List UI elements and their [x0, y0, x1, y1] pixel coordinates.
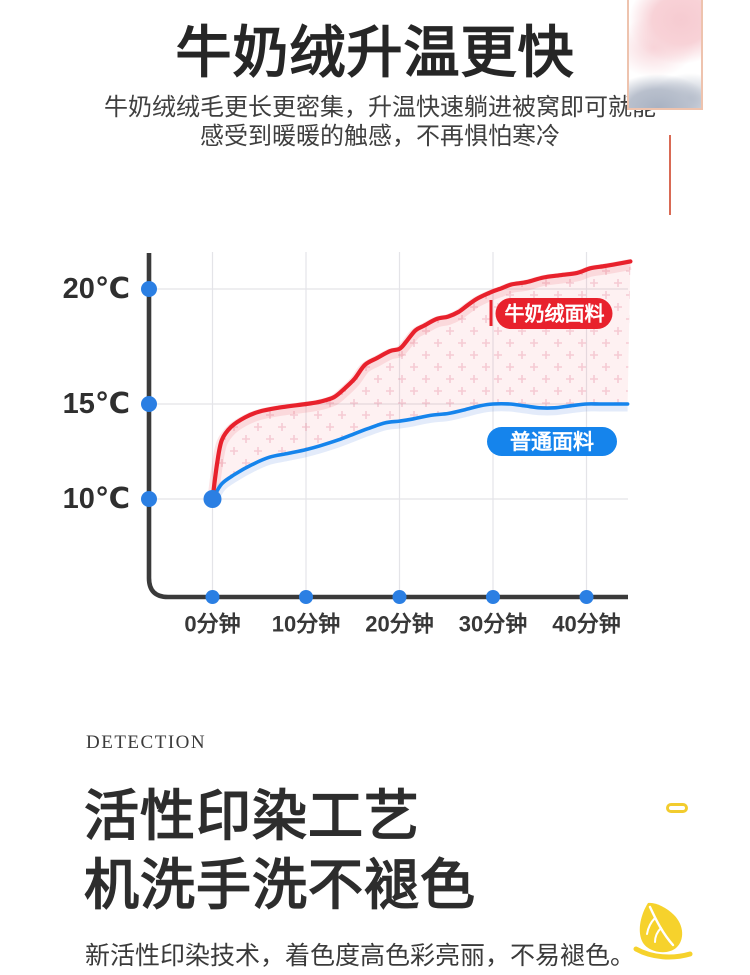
badge-pill — [495, 298, 613, 329]
series-ordinary-halo — [208, 402, 628, 505]
badge-tick — [489, 300, 493, 326]
badge-pill — [487, 427, 617, 456]
yellow-pill-decor — [666, 803, 688, 813]
x-tick-dot — [486, 590, 500, 604]
y-axis-label: 10℃ — [63, 483, 130, 515]
y-axis-label: 15℃ — [63, 388, 130, 420]
page-subtitle: 牛奶绒绒毛更长更密集，升温快速躺进被窝即可就能 感受到暖暖的触感，不再惧怕寒冷 — [0, 93, 750, 151]
x-tick-dot — [579, 590, 594, 604]
heading-line-1: 活性印染工艺 — [84, 785, 421, 847]
y-axis-label: 20℃ — [63, 273, 130, 305]
watercolor-decor-image — [627, 0, 703, 110]
series-line-milk-velvet-fabric — [210, 259, 633, 502]
section-heading: 活性印染工艺 机洗手洗不褪色 — [84, 782, 476, 920]
badge-label: 普通面料 — [510, 430, 594, 454]
x-tick-dot — [392, 590, 407, 604]
x-axis-label: 40分钟 — [552, 612, 620, 637]
badge-label: 牛奶绒面料 — [505, 302, 605, 326]
x-axis-label: 0分钟 — [184, 612, 240, 637]
vertical-accent-line — [669, 135, 671, 215]
leaf-icon — [633, 902, 693, 960]
x-tick-dot — [299, 590, 313, 604]
y-tick-dot — [141, 281, 157, 297]
series-start-dot — [203, 490, 222, 508]
x-axis-label: 30分钟 — [459, 612, 527, 637]
x-axis-label: 20分钟 — [365, 612, 433, 637]
legend-badge-ordinary: 普通面料 — [487, 427, 617, 456]
series-line-ordinary-fabric — [210, 401, 630, 501]
chart-axes — [146, 253, 628, 600]
band-fill — [212, 261, 631, 499]
legend-badge-milk-velvet: 牛奶绒面料 — [489, 298, 613, 329]
y-tick-dot — [141, 491, 157, 507]
subtitle-line-1: 牛奶绒绒毛更长更密集，升温快速躺进被窝即可就能 — [104, 94, 656, 121]
band-plus-pattern — [212, 261, 631, 499]
page-title: 牛奶绒升温更快 — [175, 21, 575, 84]
y-tick-dot — [141, 396, 157, 412]
section-eyebrow: DETECTION — [86, 732, 207, 753]
x-axis-label: 10分钟 — [272, 612, 340, 637]
series-milk-velvet-halo — [207, 259, 632, 503]
section-body-text: 新活性印染技术，着色度高色彩亮丽，不易褪色。 — [85, 942, 636, 970]
x-tick-dot — [205, 590, 220, 604]
subtitle-line-2: 感受到暖暖的触感，不再惧怕寒冷 — [200, 123, 560, 150]
heading-line-2: 机洗手洗不褪色 — [84, 854, 477, 916]
